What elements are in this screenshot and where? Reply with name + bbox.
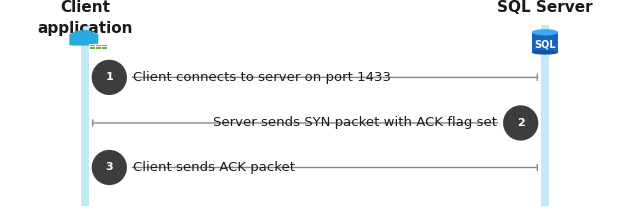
Ellipse shape [503, 105, 538, 141]
Text: 3: 3 [105, 162, 113, 173]
Text: 2: 2 [517, 118, 525, 128]
Ellipse shape [92, 150, 127, 185]
Circle shape [72, 30, 95, 38]
Text: Client: Client [60, 0, 110, 15]
Text: 1: 1 [105, 72, 113, 82]
Bar [89, 44, 107, 49]
Bar [89, 44, 107, 49]
Text: Client sends ACK packet: Client sends ACK packet [134, 161, 295, 174]
Text: SQL: SQL [534, 40, 556, 50]
Text: SQL Server: SQL Server [497, 0, 593, 15]
Ellipse shape [532, 29, 558, 36]
Bar [81, 25, 89, 206]
Text: Client connects to server on port 1433: Client connects to server on port 1433 [134, 71, 391, 84]
Bar [541, 25, 549, 206]
Bar [532, 32, 558, 53]
Ellipse shape [92, 60, 127, 95]
Ellipse shape [532, 50, 558, 55]
Text: Server sends SYN packet with ACK flag set: Server sends SYN packet with ACK flag se… [213, 116, 496, 130]
Text: application: application [37, 21, 133, 36]
FancyBboxPatch shape [69, 33, 98, 46]
